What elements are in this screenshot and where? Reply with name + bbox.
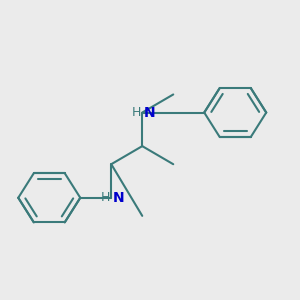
Text: N: N (143, 106, 155, 119)
Text: H: H (100, 191, 110, 204)
Text: N: N (112, 191, 124, 205)
Text: H: H (132, 106, 141, 119)
